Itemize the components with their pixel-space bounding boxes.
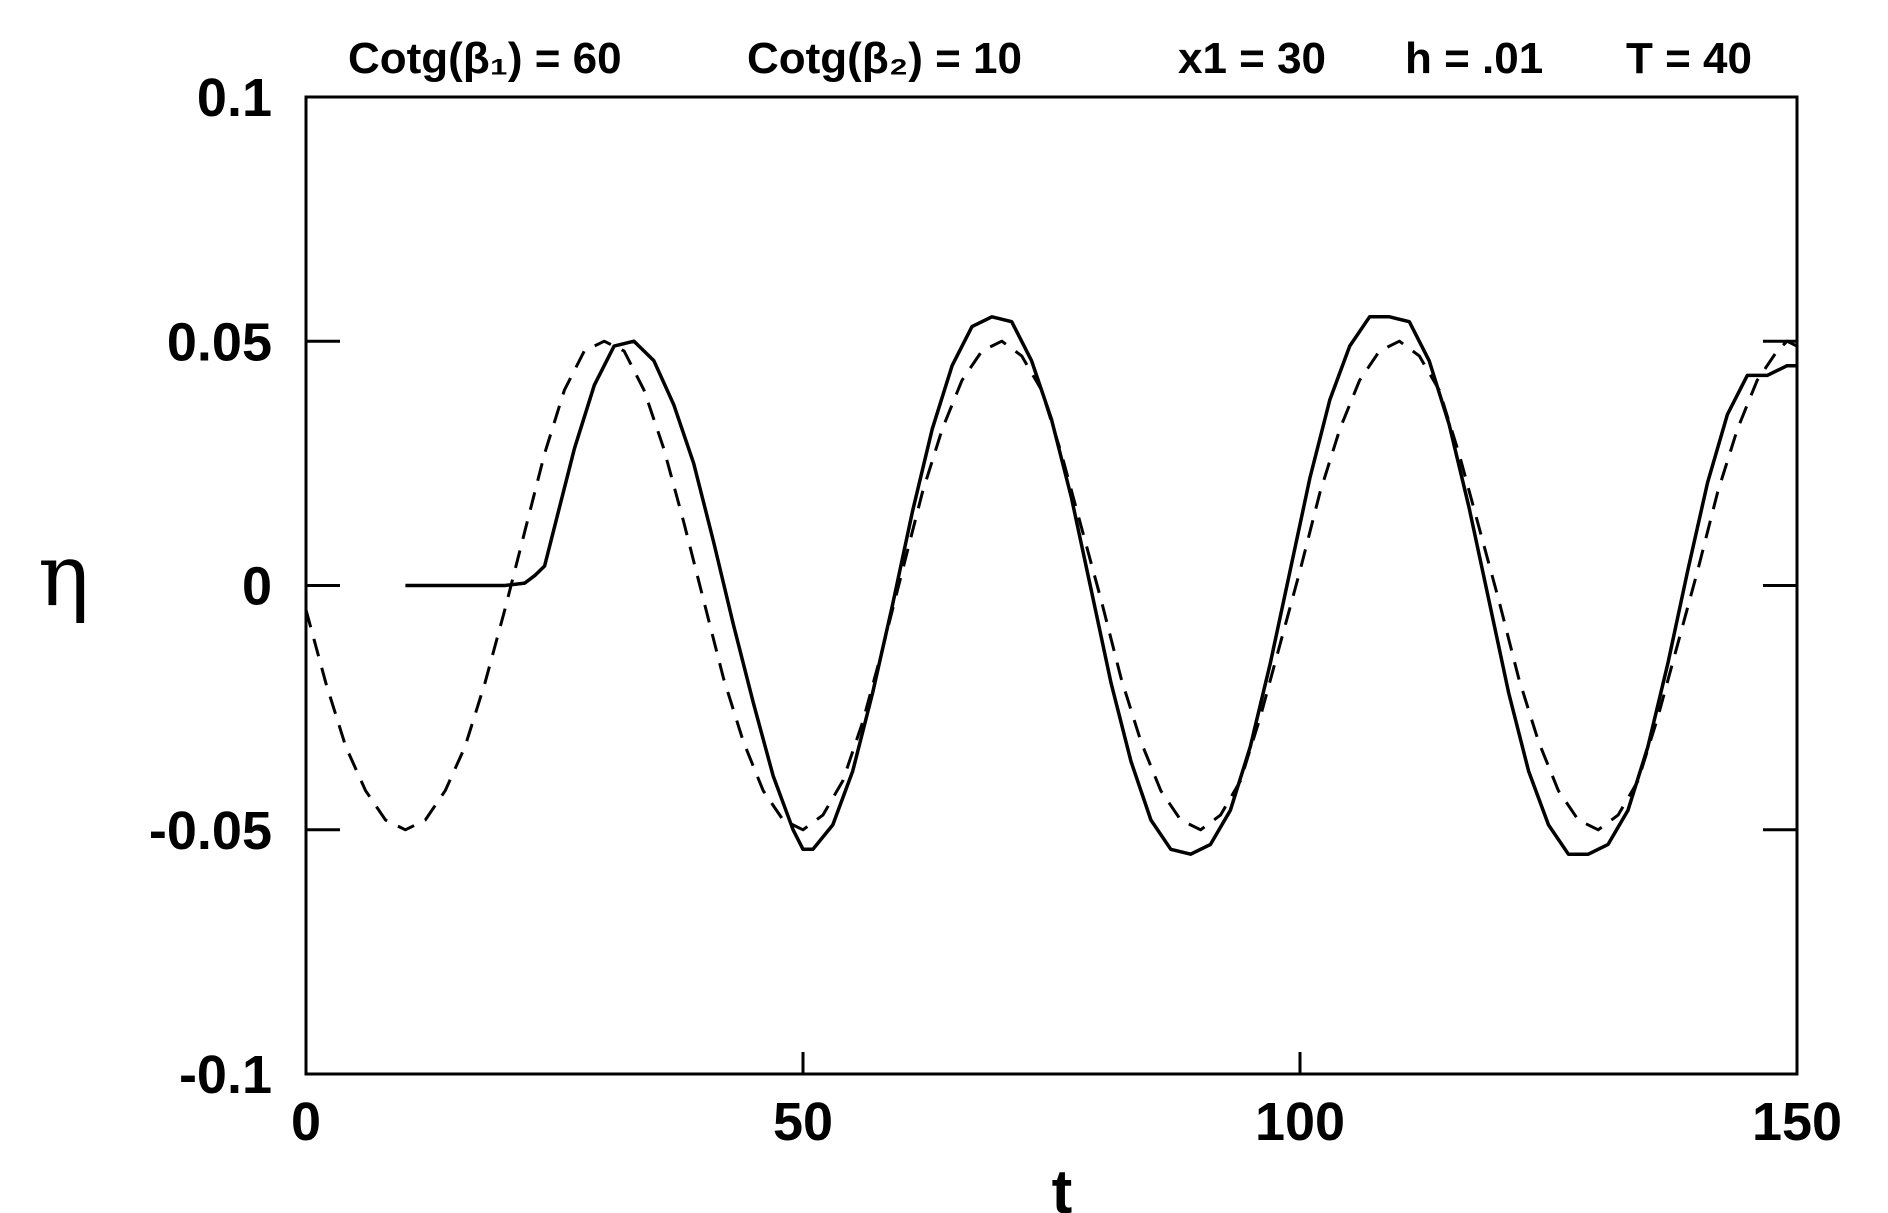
y-tick-label: -0.1: [179, 1045, 272, 1105]
x-tick-label: 0: [291, 1092, 321, 1152]
chart-title: Cotg(β₁) = 60 Cotg(β₂) = 10 x1 = 30 h = …: [348, 34, 1752, 83]
y-tick-label: 0.05: [167, 312, 272, 372]
title-T: T = 40: [1626, 34, 1752, 83]
ticks: [304, 95, 1799, 1076]
series-dashed-line: [304, 339, 1798, 832]
y-axis-label: η: [38, 526, 90, 626]
series-layer: [304, 315, 1798, 856]
title-cot2: Cotg(β₂) = 10: [747, 34, 1022, 83]
y-tick-label: 0: [242, 557, 272, 617]
tick-labels: 0 50 100 150 0.1 0.05 0 -0.05 -0.1: [149, 68, 1842, 1152]
series-solid-line: [405, 315, 1797, 856]
x-axis-label: t: [1052, 1158, 1073, 1213]
x-tick-label: 50: [773, 1092, 833, 1152]
y-tick-label: 0.1: [197, 68, 272, 128]
x-tick-label: 150: [1752, 1092, 1842, 1152]
y-tick-label: -0.05: [149, 801, 272, 861]
plot-frame: [304, 95, 1799, 1076]
title-x1: x1 = 30: [1178, 34, 1326, 83]
title-cot1: Cotg(β₁) = 60: [348, 34, 622, 83]
title-h: h = .01: [1405, 34, 1543, 83]
x-tick-label: 100: [1255, 1092, 1345, 1152]
